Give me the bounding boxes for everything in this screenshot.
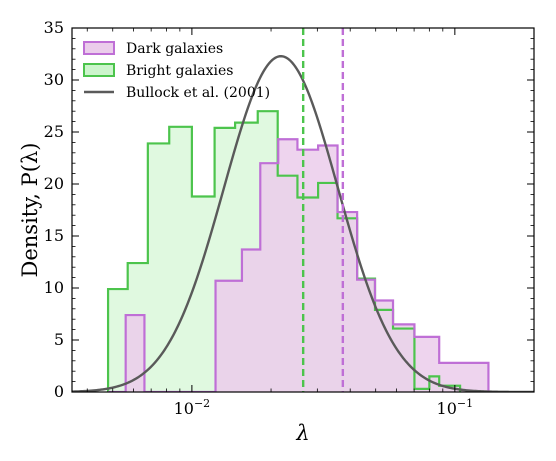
y-tick-label: 35	[44, 18, 64, 37]
legend-item-bright: Bright galaxies	[83, 63, 234, 79]
legend-swatch	[83, 63, 115, 77]
y-tick-label: 15	[44, 226, 64, 245]
legend-swatch	[83, 41, 115, 55]
y-tick-label: 30	[44, 70, 64, 89]
axes-frame	[71, 27, 535, 393]
legend-label: Dark galaxies	[126, 41, 223, 57]
axes: 0 5 10 15 20 25 30 35 10−2 10−1	[44, 18, 535, 418]
legend: Dark galaxies Bright galaxies Bullock et a…	[83, 41, 270, 101]
x-axis-label: λ	[295, 421, 309, 445]
legend-label: Bullock et al. (2001)	[126, 85, 270, 101]
histogram-line-dark	[108, 138, 490, 392]
x-tick-label: 10−2	[174, 397, 211, 418]
y-axis-label: Density, P(λ)	[18, 143, 42, 278]
legend-label: Bright galaxies	[126, 63, 234, 79]
y-tick-label: 25	[44, 122, 64, 141]
y-tick-label: 10	[44, 278, 64, 297]
histogram-line-bright	[106, 110, 462, 392]
legend-item-bullock: Bullock et al. (2001)	[84, 85, 270, 101]
legend-item-dark: Dark galaxies	[83, 41, 223, 57]
x-tick-label: 10−1	[437, 397, 474, 418]
plot-area	[72, 28, 534, 392]
y-tick-label: 5	[54, 330, 64, 349]
bullock-curve	[72, 54, 534, 392]
y-tick-label: 0	[54, 382, 64, 401]
y-tick-label: 20	[44, 174, 64, 193]
